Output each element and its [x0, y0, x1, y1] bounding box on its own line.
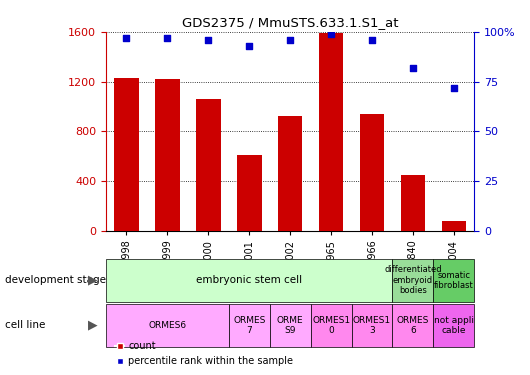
Point [327, 31, 335, 37]
Point [368, 37, 376, 43]
Title: GDS2375 / MmuSTS.633.1.S1_at: GDS2375 / MmuSTS.633.1.S1_at [182, 16, 399, 29]
Point [245, 43, 253, 49]
Point [122, 35, 131, 41]
Bar [434, 259, 474, 302]
Bar [319, 33, 343, 231]
Bar [270, 304, 311, 347]
Bar [434, 304, 474, 347]
Bar [401, 175, 425, 231]
Text: ORMES1
3: ORMES1 3 [353, 316, 391, 335]
Bar [237, 155, 261, 231]
Bar [106, 304, 229, 347]
Bar [311, 304, 351, 347]
Text: somatic
fibroblast: somatic fibroblast [434, 271, 474, 290]
Text: ORMES6: ORMES6 [148, 321, 187, 330]
Bar [278, 116, 303, 231]
Bar [393, 259, 434, 302]
Bar [106, 259, 393, 302]
Bar [441, 220, 466, 231]
Bar [360, 114, 384, 231]
Point [204, 37, 213, 43]
Point [286, 37, 295, 43]
Text: embryonic stem cell: embryonic stem cell [196, 275, 302, 285]
Text: ORMES1
0: ORMES1 0 [312, 316, 350, 335]
Bar [196, 99, 220, 231]
Bar [351, 304, 393, 347]
Text: ▶: ▶ [88, 319, 98, 332]
Point [449, 84, 458, 90]
Bar [393, 304, 434, 347]
Point [409, 64, 417, 70]
Text: ORME
S9: ORME S9 [277, 316, 304, 335]
Bar [155, 79, 180, 231]
Text: ▶: ▶ [88, 274, 98, 287]
Legend: count, percentile rank within the sample: count, percentile rank within the sample [111, 338, 297, 370]
Text: cell line: cell line [5, 320, 46, 330]
Text: ORMES
6: ORMES 6 [397, 316, 429, 335]
Text: not appli
cable: not appli cable [434, 316, 474, 335]
Bar [229, 304, 270, 347]
Text: differentiated
embryoid
bodies: differentiated embryoid bodies [384, 266, 442, 295]
Text: development stage: development stage [5, 275, 107, 285]
Bar [114, 78, 139, 231]
Point [163, 35, 172, 41]
Text: ORMES
7: ORMES 7 [233, 316, 266, 335]
